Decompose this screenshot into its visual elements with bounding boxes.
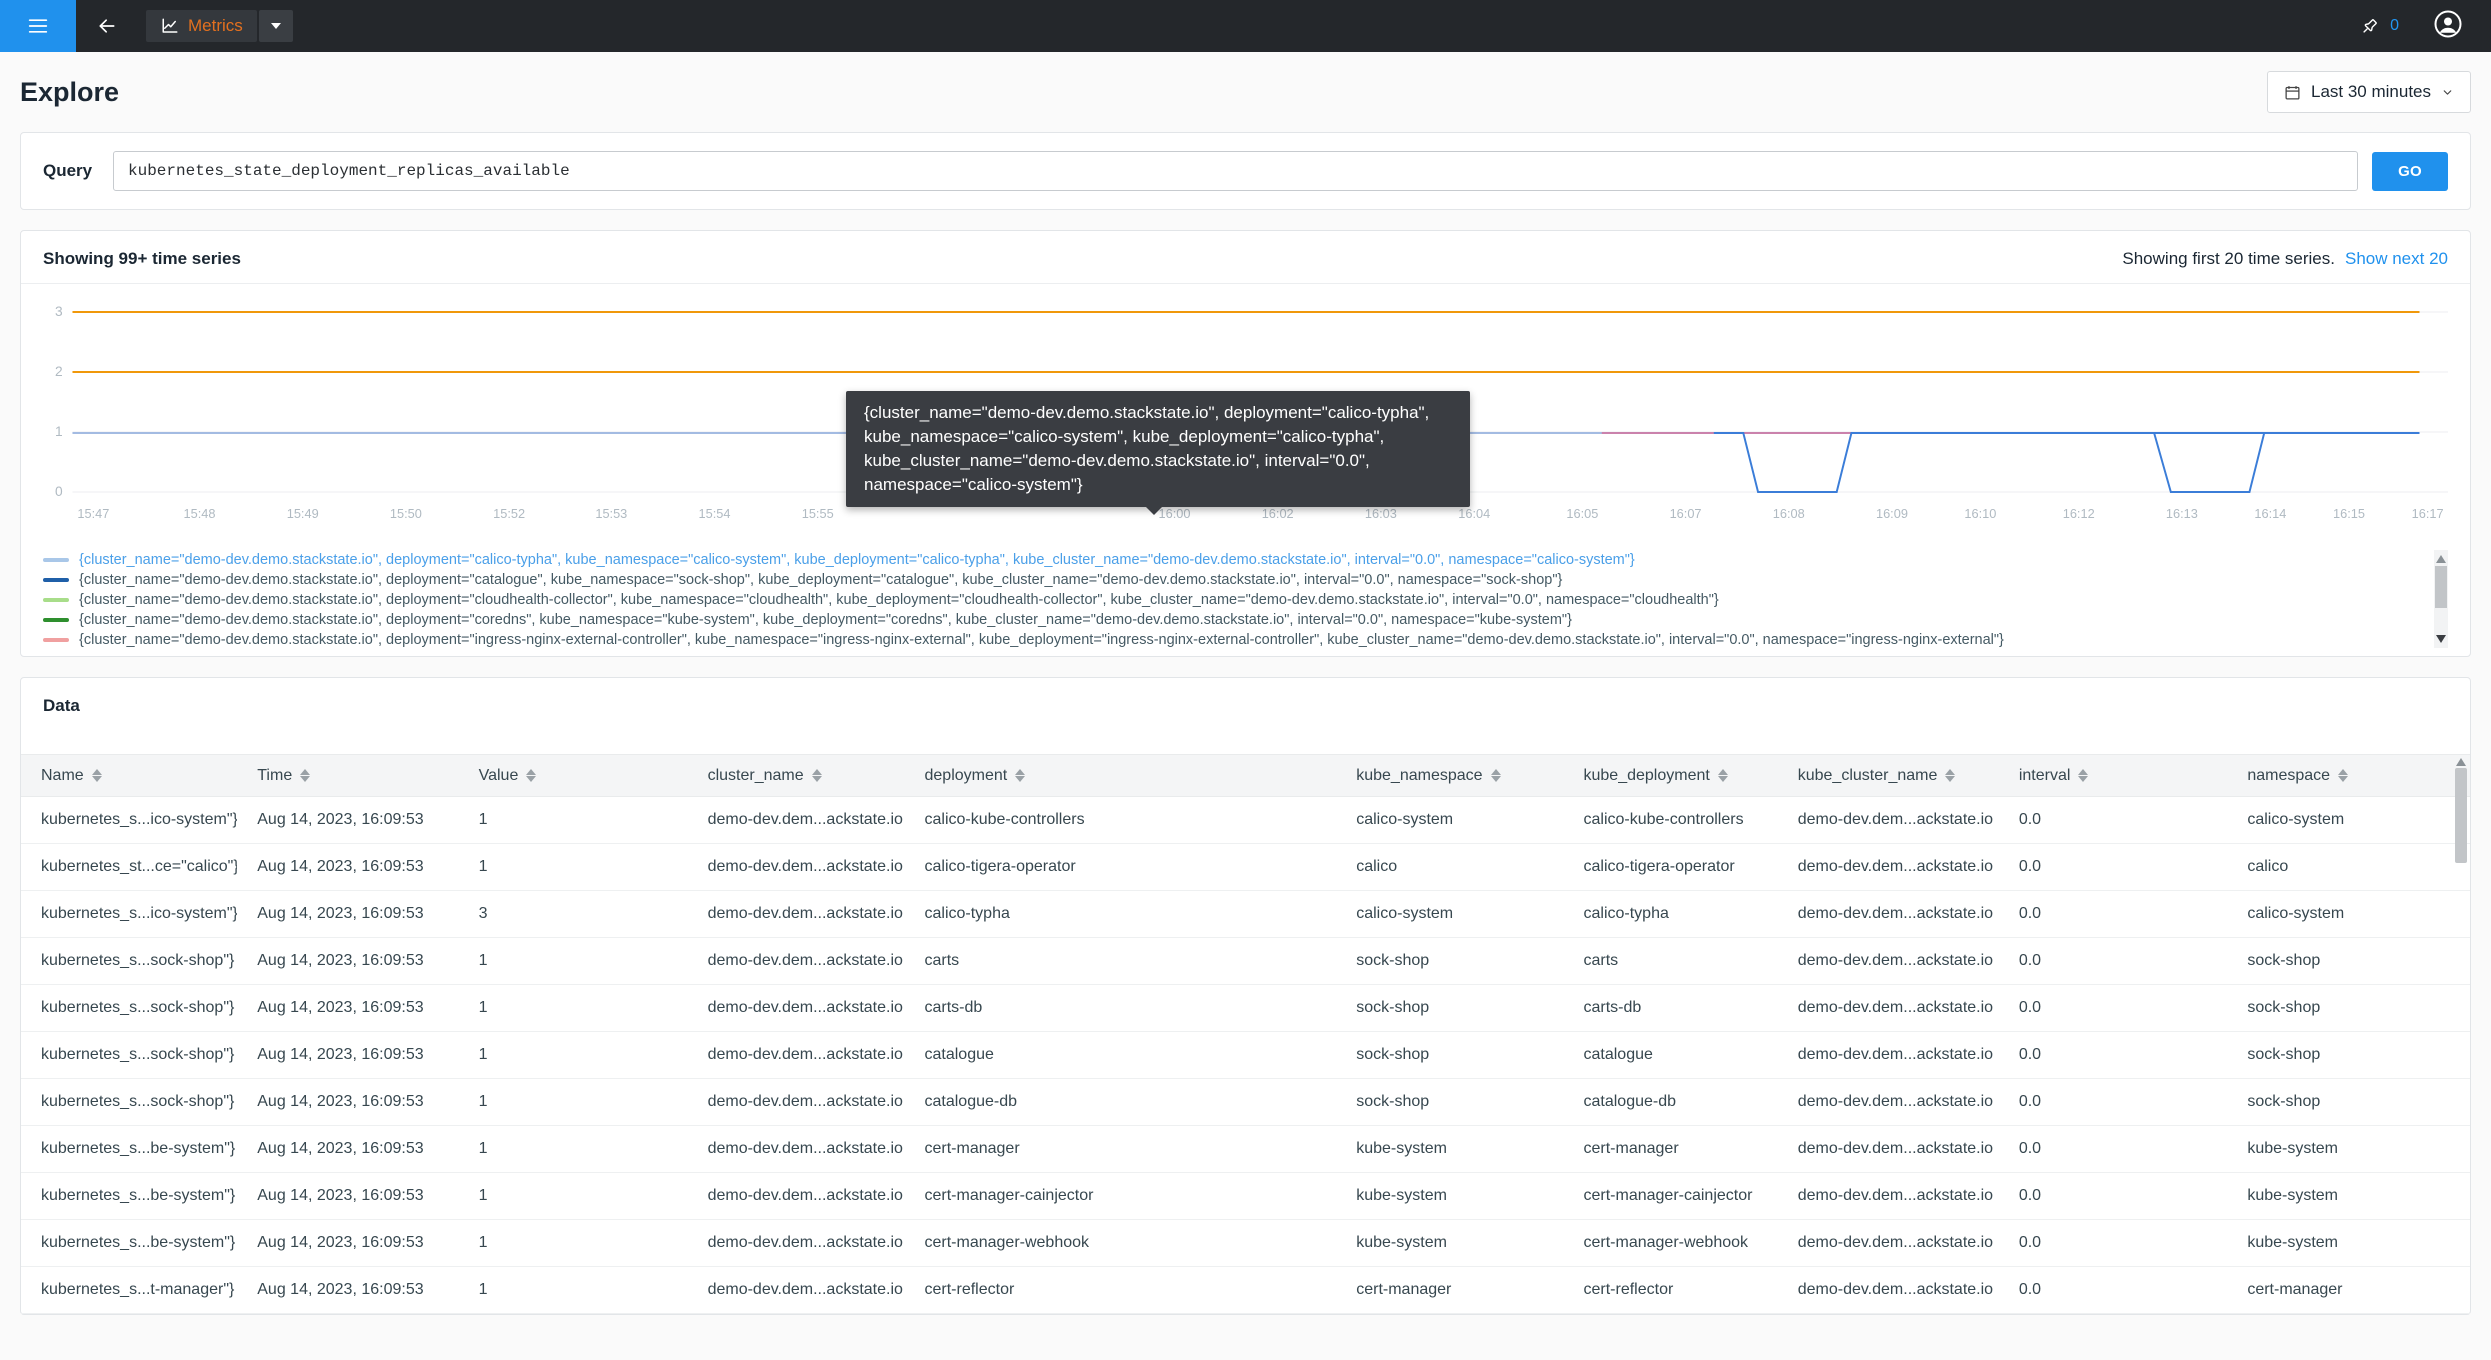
svg-text:16:08: 16:08 [1773, 506, 1805, 521]
svg-text:15:48: 15:48 [184, 506, 216, 521]
svg-text:2: 2 [55, 363, 63, 379]
svg-text:16:12: 16:12 [2063, 506, 2095, 521]
svg-text:15:47: 15:47 [77, 506, 109, 521]
svg-text:15:52: 15:52 [493, 506, 525, 521]
svg-text:16:13: 16:13 [2166, 506, 2198, 521]
svg-text:16:02: 16:02 [1262, 506, 1294, 521]
svg-text:16:15: 16:15 [2333, 506, 2365, 521]
svg-text:15:55: 15:55 [802, 506, 834, 521]
svg-text:16:17: 16:17 [2412, 506, 2444, 521]
svg-text:15:54: 15:54 [699, 506, 731, 521]
svg-text:16:04: 16:04 [1458, 506, 1490, 521]
svg-text:1: 1 [55, 423, 63, 439]
svg-text:16:09: 16:09 [1876, 506, 1908, 521]
svg-text:15:53: 15:53 [595, 506, 627, 521]
svg-text:16:00: 16:00 [1159, 506, 1191, 521]
svg-text:15:49: 15:49 [287, 506, 319, 521]
svg-text:16:07: 16:07 [1670, 506, 1702, 521]
svg-text:3: 3 [55, 303, 63, 319]
svg-text:16:14: 16:14 [2254, 506, 2286, 521]
svg-text:16:10: 16:10 [1964, 506, 1996, 521]
svg-text:16:03: 16:03 [1365, 506, 1397, 521]
svg-text:0: 0 [55, 483, 63, 499]
svg-text:16:05: 16:05 [1566, 506, 1598, 521]
svg-text:15:50: 15:50 [390, 506, 422, 521]
